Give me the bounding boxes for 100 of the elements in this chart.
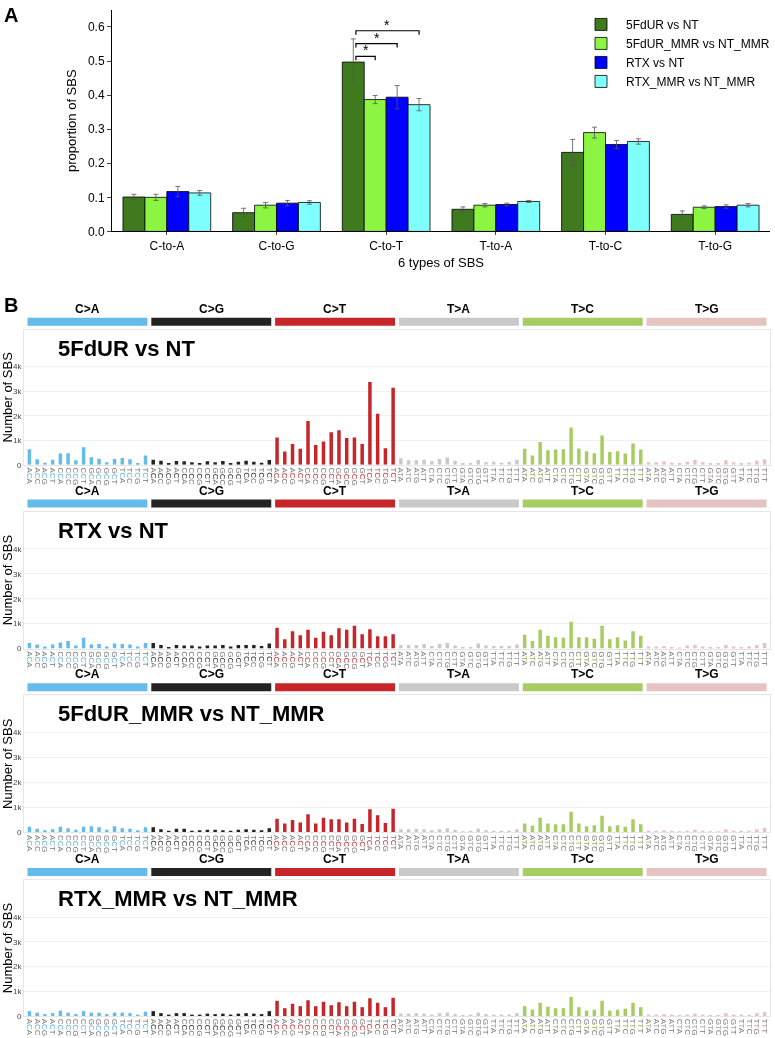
x-tick-label: TCC [249, 834, 259, 852]
x-tick-label: CTA [551, 834, 561, 852]
x-tick-label: CCG [71, 467, 81, 486]
x-tick-label: ATT [543, 1018, 553, 1034]
x-tick-label: TCA [365, 834, 375, 852]
x-tick-label: GTT [729, 651, 739, 668]
x-tick-label: TCT [388, 651, 398, 667]
x-tick-label: TTT [759, 1018, 769, 1034]
x-tick-label: TCT [388, 834, 398, 851]
x-tick-label: GTT [729, 834, 739, 852]
x-tick-label: CTT [450, 651, 460, 667]
x-tick-label: GCG [349, 1018, 359, 1037]
x-tick-label: ACG [287, 651, 297, 669]
y-tick-label: 0 [16, 460, 22, 470]
x-tick-label: TTC [496, 1018, 506, 1035]
x-tick-label: CTC [682, 651, 692, 668]
x-tick-label: ATT [543, 467, 553, 483]
x-tick-label: GTA [582, 834, 591, 852]
x-tick-label: GCA [210, 834, 220, 853]
x-tick-label: GCT [109, 651, 119, 669]
x-tick-label: ACA [24, 651, 34, 669]
text: T>G [695, 667, 719, 681]
x-tick-label: GTA [705, 1018, 715, 1036]
x-tick-label: GTT [605, 1018, 615, 1035]
x-tick-label: ATA [643, 651, 653, 667]
x-tick-label: TCT [140, 834, 150, 851]
x-tick-label: TCT [388, 1018, 398, 1035]
x-tick-label: ACT [48, 1018, 58, 1035]
x-tick-label: GTT [605, 651, 615, 668]
x-tick-label: TCC [125, 651, 135, 668]
x-tick-label: GCC [218, 834, 228, 853]
x-tick-label: TTG [628, 651, 638, 668]
x-tick-label: CTG [690, 1018, 700, 1036]
x-tick-label: GTG [721, 651, 731, 669]
x-tick-label: ACG [164, 1018, 174, 1037]
x-tick-label: ATT [667, 467, 677, 483]
x-tick-label: CTG [690, 834, 700, 852]
y-tick-label: 0.6 [87, 20, 105, 35]
x-tick-label: ACA [272, 467, 282, 485]
x-tick-label: GTT [481, 651, 491, 668]
x-tick-label: ATG [535, 834, 545, 851]
x-tick-label: TTA [489, 834, 499, 851]
x-tick-label: TTT [636, 467, 646, 483]
x-tick-label: GTC [589, 1018, 599, 1036]
x-tick-label: CTT [450, 467, 460, 484]
x-tick-label: ACC [156, 651, 166, 669]
x-tick-label: CCC [187, 1018, 197, 1037]
x-tick-label: TTA [489, 651, 499, 667]
x-tick-label: ATC [404, 467, 414, 484]
x-tick-label: TCC [125, 1018, 135, 1036]
x-tick-label: ACC [156, 467, 166, 485]
x-tick-label: CCT [78, 834, 88, 852]
y-tick-label: 0.1 [87, 190, 105, 205]
x-tick-label: TCC [249, 1018, 259, 1036]
x-tick-label: GTC [589, 651, 599, 669]
x-tick-label: GTG [473, 1018, 483, 1037]
y-tick-label: 1k [12, 803, 23, 813]
y-tick-label: 0.0 [87, 224, 105, 239]
text: B [4, 294, 19, 316]
x-tick-label: CTT [574, 834, 584, 851]
x-tick-label: TCT [140, 1018, 150, 1035]
x-tick-label: ACC [32, 834, 42, 853]
x-tick-label: GCG [226, 651, 236, 670]
x-tick-label: TTA [612, 467, 622, 483]
x-tick-label: CCT [326, 467, 336, 485]
x-tick-label: ATG [535, 467, 545, 484]
x-tick-label: TTA [612, 651, 622, 667]
x-tick-label: TCT [264, 834, 274, 851]
y-tick-label: 1k [12, 987, 23, 997]
x-tick-label: CTG [690, 651, 700, 669]
x-tick-label: TCA [117, 467, 127, 485]
x-tick-label: GTA [458, 651, 468, 668]
x-tick-label: ATT [419, 1018, 429, 1034]
x-tick-label: CCC [311, 467, 321, 486]
x-tick-label: CCC [187, 834, 197, 853]
x-tick-label: GCG [349, 834, 359, 854]
x-tick-label: TTC [620, 467, 630, 484]
x-tick-label: ATT [543, 834, 553, 850]
y-tick-label: 1k [12, 436, 23, 446]
x-tick-label: CCG [318, 1018, 328, 1037]
x-tick-label: CCG [71, 834, 81, 853]
x-tick-label: CCC [187, 467, 197, 486]
x-tick-label: TTA [736, 467, 746, 483]
x-tick-label: C-to-T [369, 238, 404, 253]
x-tick-label: CCT [202, 834, 212, 852]
x-tick-label: GCA [334, 467, 344, 486]
x-tick-label: CTA [674, 834, 684, 852]
x-tick-label: TCA [241, 467, 251, 485]
x-tick-label: ACT [295, 467, 305, 484]
x-tick-label: GTC [465, 1018, 475, 1036]
x-tick-label: ACG [40, 467, 50, 485]
x-tick-label: ACG [40, 1018, 50, 1037]
x-tick-label: TCA [241, 651, 251, 668]
x-tick-label: ACC [280, 467, 290, 485]
x-tick-label: GCT [233, 834, 243, 852]
x-tick-label: GCA [86, 467, 96, 486]
x-tick-label: GCA [86, 651, 96, 670]
x-tick-label: ACA [24, 467, 34, 485]
x-tick-label: ATT [419, 651, 429, 666]
x-tick-label: CCA [179, 834, 189, 853]
